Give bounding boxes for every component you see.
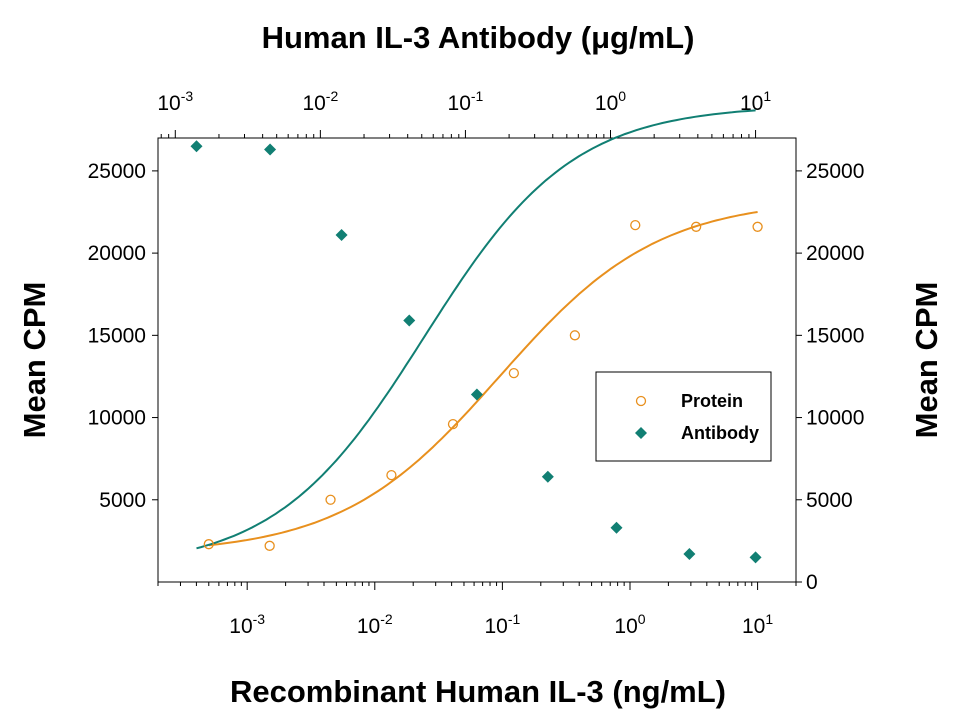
- fit-curves: [196, 109, 758, 550]
- protein-point: [325, 494, 336, 505]
- right-y-tick-label: 10000: [806, 407, 864, 430]
- right-y-tick-label: 15000: [806, 324, 864, 347]
- right-axis-title: Mean CPM: [909, 282, 944, 439]
- antibody-point: [683, 548, 696, 561]
- right-y-tick-label: 25000: [806, 160, 864, 183]
- legend-antibody-label: Antibody: [681, 423, 759, 443]
- protein-point: [630, 220, 641, 231]
- antibody-point: [335, 229, 348, 242]
- left-axis-title: Mean CPM: [17, 282, 52, 439]
- right-y-tick-label: 20000: [806, 242, 864, 265]
- antibody-point: [541, 470, 554, 483]
- top-x-tick-label: 10-2: [302, 88, 338, 115]
- legend-box: [595, 371, 772, 462]
- left-y-tick-label: 15000: [88, 324, 146, 347]
- legend-protein-label: Protein: [681, 391, 743, 411]
- legend-antibody-marker: [635, 427, 647, 439]
- protein-point: [691, 221, 702, 232]
- left-y-tick-label: 10000: [88, 407, 146, 430]
- right-y-tick-label: 0: [806, 571, 818, 594]
- bottom-axis-title: Recombinant Human IL-3 (ng/mL): [230, 674, 726, 709]
- left-y-tick-label: 5000: [99, 489, 146, 512]
- protein-point: [203, 539, 214, 550]
- left-y-tick-label: 20000: [88, 242, 146, 265]
- bottom-x-tick-label: 10-1: [484, 611, 520, 638]
- top-x-tick-label: 100: [595, 88, 626, 115]
- legend-protein-marker: [635, 395, 647, 407]
- protein-point: [386, 469, 397, 481]
- antibody-point: [403, 314, 416, 327]
- protein-point: [447, 418, 459, 430]
- bottom-x-tick-label: 100: [614, 611, 645, 638]
- bottom-x-tick-label: 10-2: [357, 611, 393, 638]
- antibody-point: [470, 388, 483, 401]
- protein-fit-curve: [208, 211, 758, 547]
- bottom-x-tick-label: 10-3: [229, 611, 265, 638]
- antibody-point: [610, 521, 623, 534]
- protein-point: [508, 368, 520, 379]
- protein-point: [752, 221, 763, 232]
- top-x-tick-label: 10-1: [448, 88, 484, 115]
- protein-point: [264, 540, 275, 551]
- legend: Protein Antibody: [595, 371, 772, 462]
- plot-frame: [157, 137, 797, 583]
- bottom-x-tick-label: 101: [742, 611, 773, 638]
- left-y-tick-label: 25000: [88, 160, 146, 183]
- top-axis-title: Human IL-3 Antibody (μg/mL): [262, 20, 695, 55]
- right-y-tick-label: 5000: [806, 489, 853, 512]
- antibody-point: [190, 140, 203, 153]
- protein-point: [569, 330, 581, 341]
- data-points: [190, 140, 763, 564]
- top-x-tick-label: 10-3: [157, 88, 193, 115]
- antibody-point: [749, 551, 762, 564]
- antibody-fit-curve: [196, 109, 756, 550]
- antibody-point: [264, 143, 277, 156]
